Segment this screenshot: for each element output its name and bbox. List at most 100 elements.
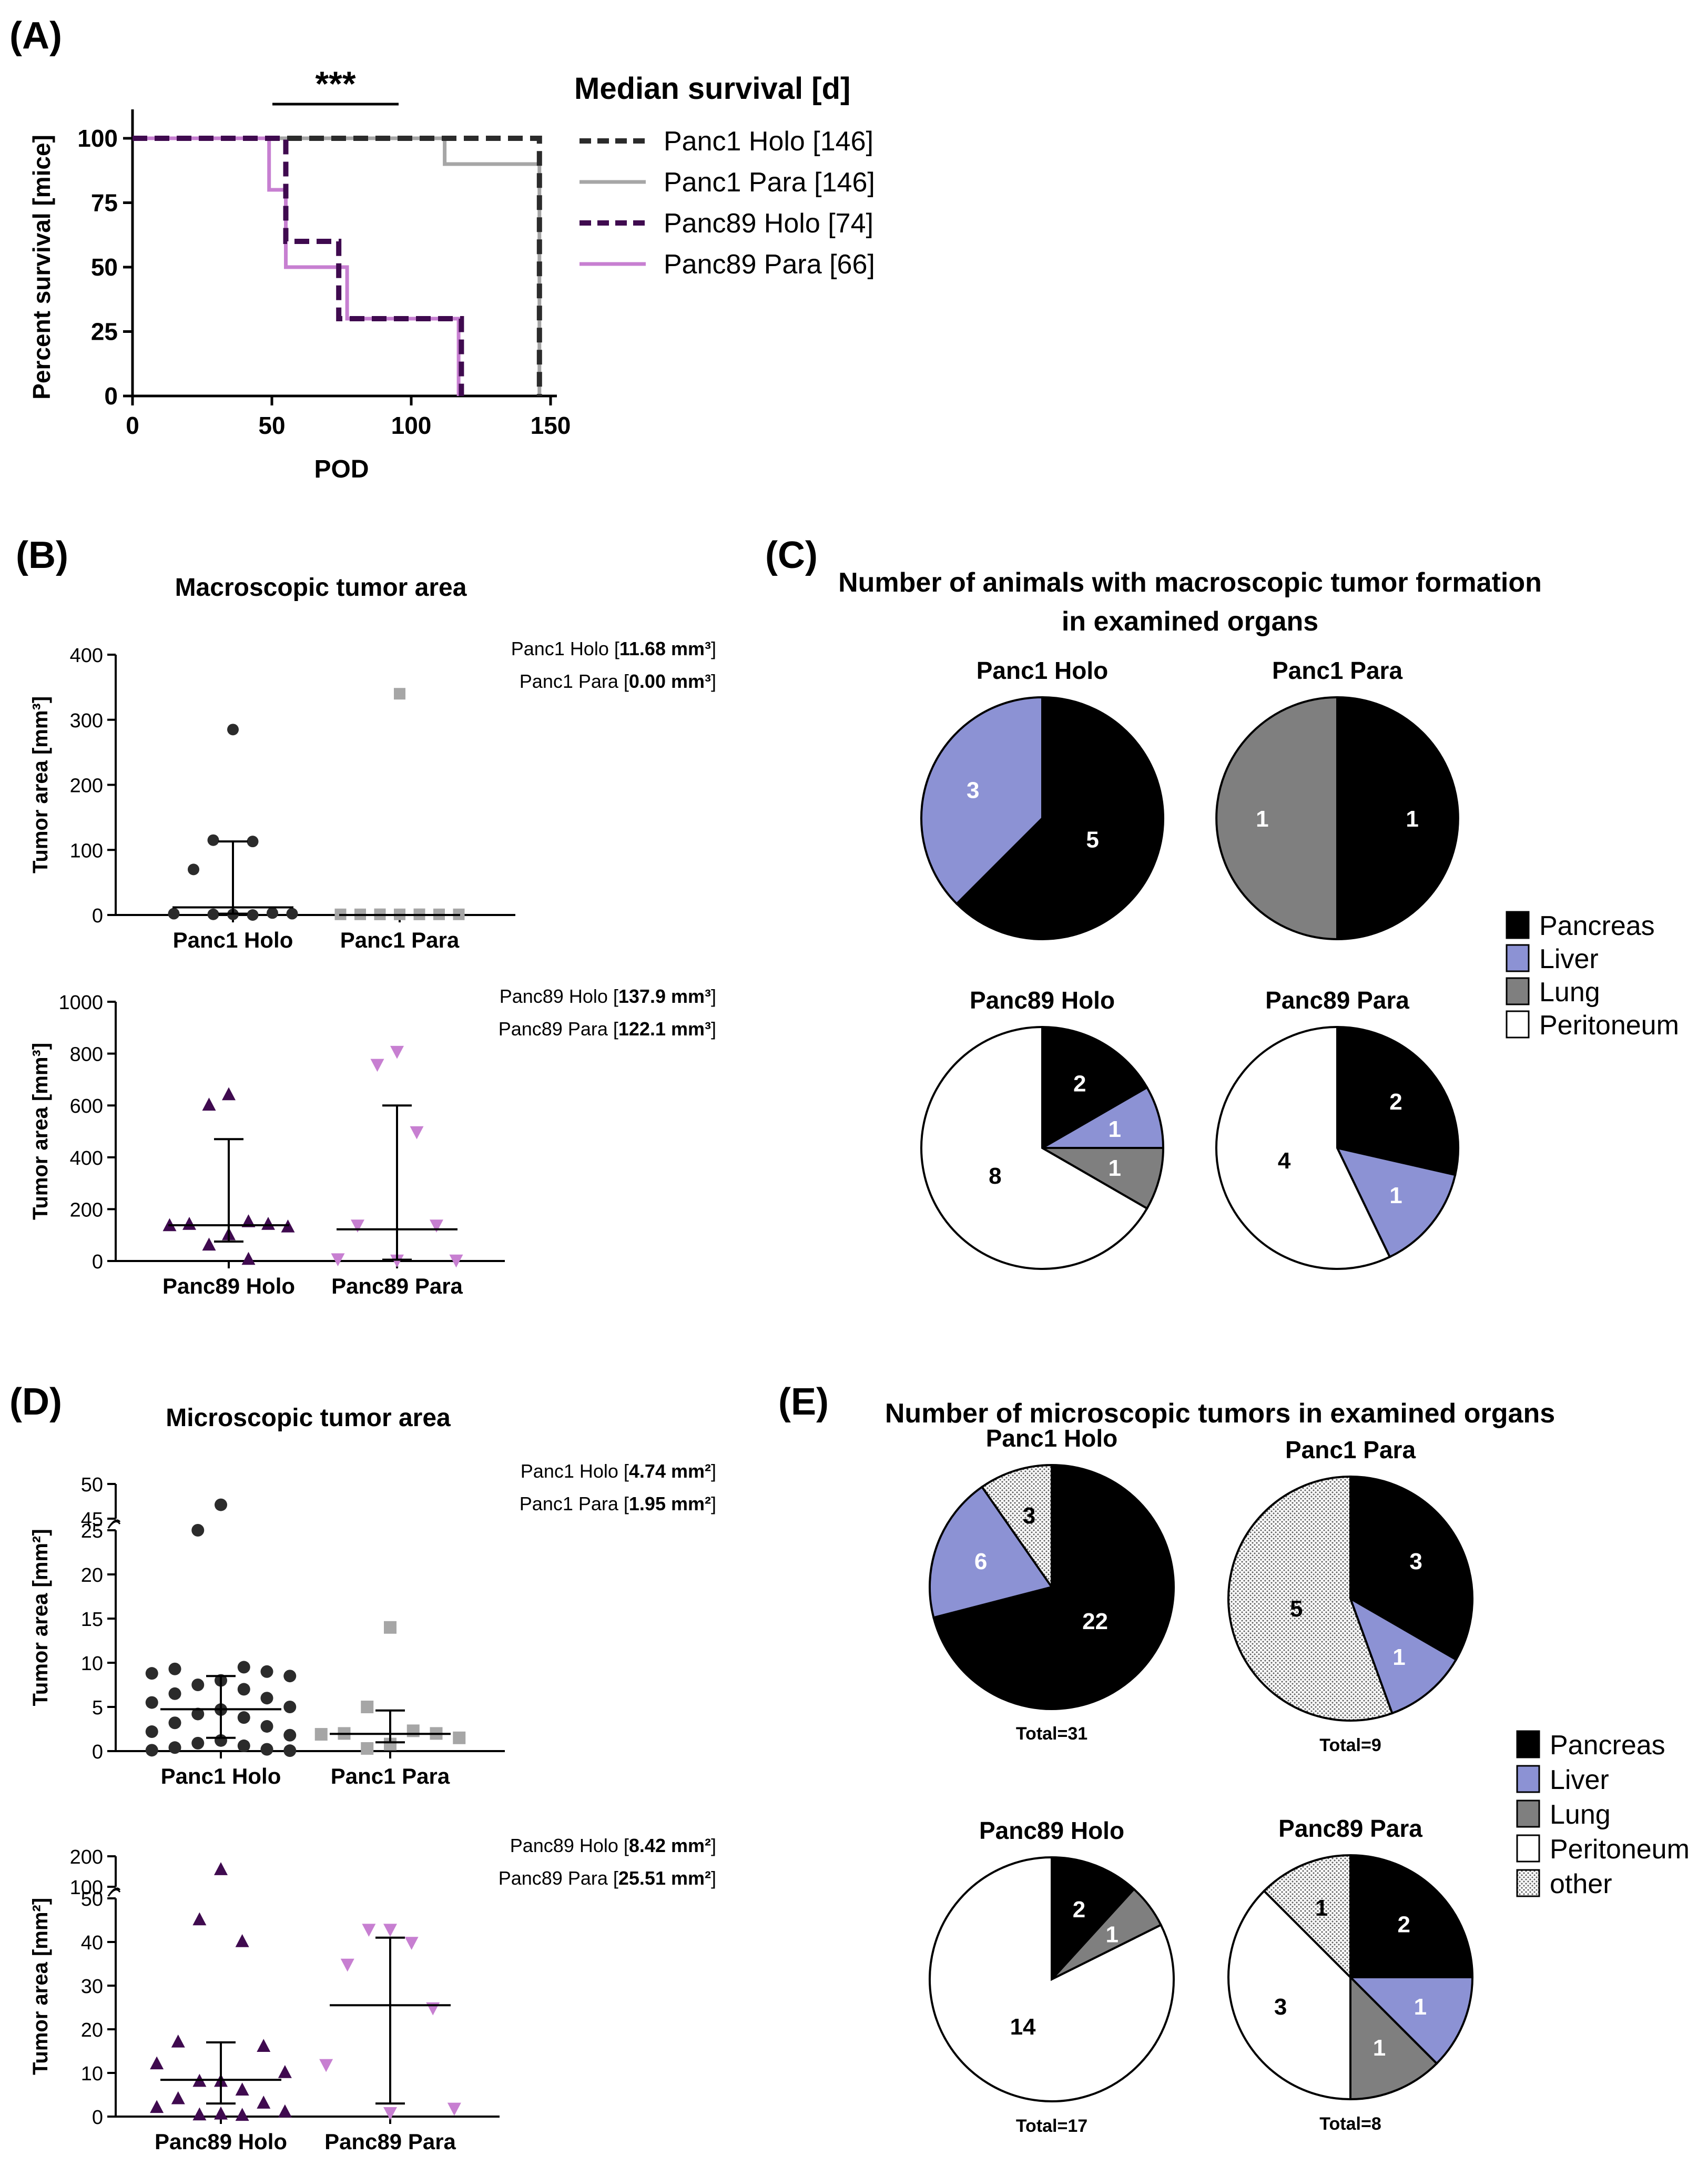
x-category-label: Panc1 Para xyxy=(340,928,460,952)
pie-total: Total=31 xyxy=(1016,1724,1087,1744)
chart-title: Macroscopic tumor area xyxy=(175,574,467,602)
data-point xyxy=(214,2106,228,2120)
data-point xyxy=(370,1059,384,1072)
y-tick-label: 20 xyxy=(81,2019,103,2041)
pie-slice-peritoneum xyxy=(920,1025,1148,1270)
legend-label: Lung xyxy=(1539,977,1600,1008)
pie-title: Panc89 Para xyxy=(1265,987,1409,1014)
survival-curve-panc89-para xyxy=(133,136,461,396)
data-point xyxy=(257,2039,271,2052)
pie-slice-peritoneum xyxy=(1227,1889,1351,2101)
data-point xyxy=(267,907,278,919)
pie-title: Panc1 Holo xyxy=(977,657,1109,684)
macroscopic-panc89-chart: 0 200 400 600 800 1000 Tumor area [mm³] Panc89 … xyxy=(29,985,716,1298)
pie-slice-label: 14 xyxy=(1010,2014,1036,2040)
data-point xyxy=(145,1744,158,1757)
legend-label: Panc89 Holo [74] xyxy=(664,208,873,239)
data-point xyxy=(449,1254,463,1268)
data-point xyxy=(182,1217,196,1230)
pie-slice-pancreas xyxy=(1336,696,1459,941)
annotation-value: 122.1 mm³ xyxy=(618,1018,711,1040)
data-point xyxy=(260,1692,273,1705)
pie-slice-label: 1 xyxy=(1373,2035,1386,2061)
pie-slice-label: 1 xyxy=(1108,1155,1121,1181)
legend-swatch-pancreas xyxy=(1506,911,1530,939)
data-point xyxy=(260,1743,273,1756)
y-tick-label: 25 xyxy=(81,1520,103,1542)
pie-slice-label: 1 xyxy=(1406,806,1418,832)
pie-slice-liver xyxy=(1348,1596,1458,1715)
x-category-label: Panc1 Holo xyxy=(161,1764,281,1788)
pie-slice-label: 8 xyxy=(989,1163,1001,1189)
data-point xyxy=(237,1683,250,1696)
microscopic-panc89-chart: 100 200 0 10 20 30 40 50 Tumor area [mm²] Panc89 … xyxy=(29,1835,716,2154)
annotation-suffix: ] xyxy=(711,638,716,659)
legend-label: Liver xyxy=(1550,1765,1609,1795)
data-point xyxy=(278,2104,292,2118)
y-tick-label: 200 xyxy=(70,775,103,797)
pie-slice-lung xyxy=(1038,1147,1165,1210)
data-point xyxy=(351,1219,364,1233)
data-point xyxy=(241,1214,256,1227)
annotation-suffix: ] xyxy=(711,1018,716,1040)
pie-slice-label: 3 xyxy=(967,777,979,803)
x-category-label: Panc89 Para xyxy=(331,1274,463,1298)
pie-slice-lung xyxy=(1349,1975,1438,2101)
pie-title: Panc89 Holo xyxy=(979,1817,1124,1844)
annotation-value: 11.68 mm³ xyxy=(619,638,711,659)
data-point xyxy=(430,1219,443,1233)
data-point xyxy=(171,2091,185,2104)
y-tick-label: 75 xyxy=(91,189,118,217)
data-point xyxy=(168,1716,181,1730)
y-tick-label: 25 xyxy=(91,318,118,345)
pie-slice-other xyxy=(1227,1475,1394,1722)
pie-slice-pancreas xyxy=(932,1463,1175,1710)
y-tick-label: 10 xyxy=(81,1653,103,1675)
pie-slice-liver xyxy=(920,696,1043,906)
pie-title: Panc89 Holo xyxy=(970,987,1115,1014)
data-point xyxy=(214,1862,228,1875)
data-point xyxy=(283,1744,297,1757)
data-point xyxy=(361,1701,374,1713)
data-point xyxy=(406,1724,420,1737)
data-point xyxy=(168,1687,181,1700)
legend-swatch-lung xyxy=(1506,977,1530,1005)
pie-slice-label: 1 xyxy=(1106,1921,1119,1947)
x-tick-label: 0 xyxy=(126,412,139,439)
pie-title: Panc89 Para xyxy=(1278,1815,1422,1842)
annotation-prefix: Panc1 Para [ xyxy=(520,1493,629,1514)
y-tick-label: 100 xyxy=(70,1877,103,1899)
data-point xyxy=(235,1934,249,1947)
data-point xyxy=(145,1725,158,1738)
y-tick-label: 1000 xyxy=(58,992,103,1014)
legend-label: Panc1 Holo [146] xyxy=(664,126,873,157)
data-point xyxy=(222,1087,236,1101)
pie-slice-pancreas xyxy=(955,696,1164,940)
y-tick-label: 400 xyxy=(70,1147,103,1170)
annotation-suffix: ] xyxy=(711,985,716,1007)
data-point xyxy=(241,1252,256,1265)
data-point xyxy=(235,2108,249,2121)
data-point xyxy=(237,1661,250,1674)
data-point xyxy=(319,2059,333,2072)
y-axis-label: Tumor area [mm³] xyxy=(29,696,52,873)
data-point xyxy=(278,2065,292,2078)
y-tick-label: 30 xyxy=(81,1976,103,1998)
data-point xyxy=(168,1741,181,1754)
y-tick-label: 0 xyxy=(92,2107,103,2129)
y-tick-label: 50 xyxy=(91,253,118,281)
data-point xyxy=(168,1662,181,1675)
pie-slice-label: 2 xyxy=(1073,1897,1085,1923)
survival-curve-panc89-holo xyxy=(133,136,464,396)
pie-slice-pancreas xyxy=(1349,1475,1473,1661)
legend-swatch-lung xyxy=(1516,1799,1540,1828)
macroscopic-panc1-chart: 0 100 200 300 400 Tumor area [mm³] Macroscopic… xyxy=(29,574,716,952)
data-point xyxy=(447,2102,461,2116)
y-tick-label: 200 xyxy=(70,1846,103,1868)
pie-slice-label: 4 xyxy=(1278,1148,1291,1174)
y-tick-label: 5 xyxy=(92,1697,103,1719)
legend-label: Peritoneum xyxy=(1539,1010,1679,1041)
pie-slice-label: 22 xyxy=(1082,1609,1108,1634)
data-point xyxy=(202,1097,216,1111)
